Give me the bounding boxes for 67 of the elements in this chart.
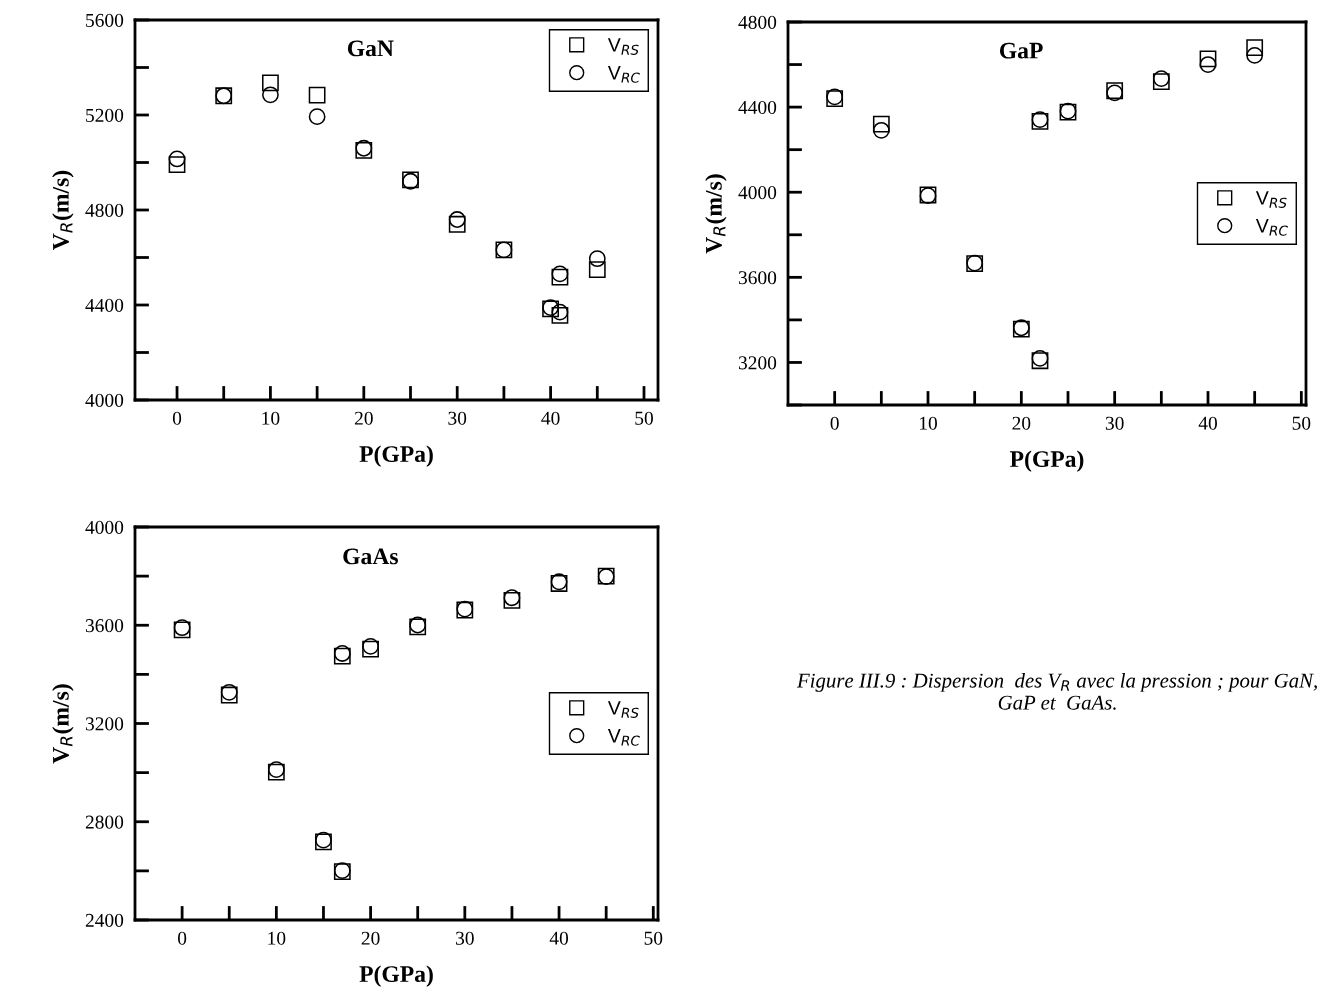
legend-label: V$_{RS}$	[607, 701, 639, 718]
x-tick-label: 20	[361, 931, 380, 945]
point	[1246, 47, 1264, 64]
point	[551, 303, 569, 321]
x-axis-title: P(GPa)	[359, 445, 433, 467]
legend-label: V$_{RC}$	[607, 729, 640, 746]
y-tick-label: 2400	[85, 913, 124, 927]
legend-label: V$_{RC}$	[607, 66, 640, 83]
point	[448, 215, 466, 233]
point	[262, 86, 279, 104]
y-tick-label: 4000	[85, 520, 124, 534]
point	[262, 74, 279, 92]
point	[872, 115, 890, 133]
point	[1246, 39, 1264, 56]
x-tick-label: 50	[1292, 416, 1311, 430]
x-tick-label: 0	[178, 931, 187, 945]
x-tick-label: 0	[830, 416, 839, 430]
point	[872, 121, 890, 139]
text: GaAs	[343, 548, 398, 565]
y-axis-title: V$_{R}$(m/s)	[52, 170, 74, 251]
x-tick-label: 30	[1105, 416, 1124, 430]
x-tick-label: 30	[448, 411, 467, 425]
y-tick-label: 3200	[85, 717, 124, 731]
x-tick-label: 50	[635, 411, 653, 425]
y-axis-title: V$_{R}$(m/s)	[52, 684, 74, 764]
x-tick-label: 0	[172, 411, 182, 425]
text: GaP	[999, 42, 1043, 59]
x-tick-label: 10	[919, 416, 937, 430]
y-tick-label: 3200	[738, 356, 777, 370]
text: Figure III.9 : Dispersion des V$_{R}$ avec la pression ; pour GaN, GaP et GaAs.	[796, 672, 1317, 710]
y-tick-label: 4800	[738, 15, 777, 29]
x-tick-label: 40	[1198, 416, 1217, 430]
y-tick-label: 5200	[86, 108, 124, 122]
point	[448, 211, 466, 228]
x-tick-label: 50	[644, 931, 663, 945]
point	[551, 307, 569, 324]
x-tick-label: 20	[354, 411, 373, 425]
point	[588, 261, 606, 279]
x-tick-label: 10	[268, 931, 286, 945]
y-tick-label: 4400	[85, 298, 124, 312]
x-tick-label: 10	[262, 411, 280, 425]
x-tick-label: 20	[1012, 416, 1031, 430]
point	[308, 86, 326, 104]
x-axis-title: P(GPa)	[359, 965, 433, 987]
y-tick-label: 2800	[85, 815, 124, 829]
text: GaN	[347, 40, 394, 57]
legend-label: V$_{RC}$	[1255, 219, 1288, 236]
legend-label: V$_{RS}$	[1255, 191, 1287, 208]
point	[168, 150, 186, 168]
y-tick-label: 5600	[86, 13, 124, 27]
point	[1199, 50, 1217, 68]
legend-label: V$_{RS}$	[607, 38, 639, 55]
y-tick-label: 3600	[738, 271, 777, 285]
x-axis-title: P(GPa)	[1010, 450, 1084, 472]
x-tick-label: 30	[456, 931, 474, 945]
point	[308, 108, 326, 126]
point	[168, 156, 186, 174]
y-tick-label: 4000	[85, 393, 124, 407]
y-tick-label: 3600	[85, 619, 124, 633]
y-tick-label: 4000	[738, 186, 777, 200]
y-tick-label: 4400	[738, 100, 777, 115]
y-axis-title: V$_{R}$(m/s)	[705, 174, 727, 254]
point	[1199, 56, 1217, 73]
y-tick-label: 4800	[85, 203, 124, 217]
x-tick-label: 40	[541, 411, 560, 425]
point	[588, 250, 606, 268]
x-tick-label: 40	[549, 931, 569, 945]
